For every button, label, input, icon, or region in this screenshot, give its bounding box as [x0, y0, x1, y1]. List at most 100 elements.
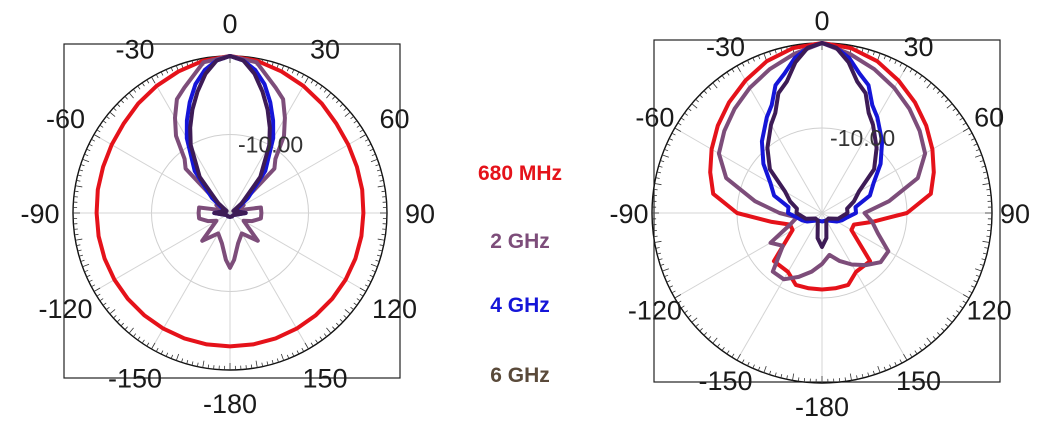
angle-tick — [731, 68, 735, 73]
angle-tick-label: 120 — [372, 294, 417, 324]
angle-tick — [377, 238, 385, 241]
angle-tick — [99, 124, 104, 128]
angle-tick — [280, 353, 285, 361]
angle-tick — [113, 315, 117, 319]
angle-tick — [379, 179, 384, 182]
series-line-6ghz — [765, 41, 879, 249]
angle-tick — [332, 96, 336, 100]
angle-tick — [91, 284, 96, 288]
angle-tick — [707, 336, 712, 340]
grid-spoke — [821, 212, 908, 361]
angle-tick — [76, 179, 81, 182]
angle-tick — [106, 306, 110, 310]
angle-tick — [699, 328, 703, 332]
angle-tick — [116, 318, 121, 323]
angle-tick — [160, 350, 164, 355]
angle-tick — [84, 269, 89, 273]
angle-tick — [75, 238, 83, 241]
angle-tick — [680, 117, 685, 121]
angle-tick-label: 0 — [222, 9, 237, 39]
angle-tick — [691, 317, 698, 323]
angle-tick — [968, 290, 973, 294]
angle-tick — [979, 263, 984, 266]
angle-tick — [932, 86, 937, 90]
angle-tick-label: 0 — [814, 6, 829, 36]
angle-tick — [867, 49, 870, 54]
angle-tick — [359, 134, 367, 139]
angle-tick — [160, 71, 164, 76]
angle-tick — [323, 333, 327, 337]
angle-tick — [102, 120, 107, 124]
angle-tick — [74, 233, 79, 236]
angle-tick — [979, 160, 984, 163]
angle-tick — [914, 71, 918, 76]
angle-tick — [945, 98, 949, 103]
angle-tick — [99, 298, 104, 302]
angle-tick — [747, 60, 750, 64]
angle-tick — [726, 350, 730, 355]
grid-spoke — [93, 134, 231, 214]
angle-tick — [971, 138, 975, 141]
angle-tick — [102, 302, 107, 306]
angle-tick — [319, 336, 323, 341]
angle-tick — [146, 79, 150, 84]
angle-tick-label: 120 — [967, 296, 1012, 326]
angle-tick — [141, 339, 145, 344]
legend: 680 MHz 2 GHz 4 GHz 6 GHz — [478, 162, 562, 387]
angle-tick — [877, 366, 881, 373]
angle-tick — [332, 326, 336, 330]
angle-tick — [77, 174, 82, 177]
angle-tick — [946, 317, 953, 323]
angle-tick — [660, 160, 665, 163]
ring-label: -10.00 — [238, 132, 303, 158]
angle-tick — [653, 188, 658, 191]
legend-label-6ghz: 6 GHz — [490, 364, 550, 387]
angle-tick — [186, 359, 189, 365]
angle-tick — [344, 111, 351, 117]
angle-tick — [763, 366, 767, 373]
angle-tick — [703, 332, 707, 336]
angle-tick — [356, 124, 361, 128]
angle-tick — [774, 49, 777, 54]
angle-tick — [84, 153, 89, 157]
angle-tick — [78, 254, 84, 257]
angle-tick — [175, 353, 180, 361]
angle-tick — [315, 339, 319, 344]
angle-tick — [752, 57, 755, 62]
angle-tick — [872, 370, 875, 375]
angle-tick — [116, 103, 121, 108]
polar-plot-right: -10.00 0 30 60 90 120 150 -180 -150 -120 -90 -60 -30 — [609, 6, 1030, 421]
angle-tick — [137, 85, 141, 90]
angle-tick — [335, 322, 340, 327]
angle-tick — [959, 117, 964, 121]
angle-tick — [741, 62, 745, 67]
angle-tick — [77, 249, 82, 252]
angle-tick — [889, 364, 892, 369]
angle-tick — [375, 259, 380, 262]
angle-tick — [946, 103, 953, 109]
angle-tick — [981, 165, 986, 168]
angle-tick-label: -150 — [698, 366, 752, 396]
angle-tick — [894, 60, 897, 64]
angle-tick — [378, 249, 383, 252]
angle-tick — [266, 361, 269, 366]
angle-tick — [703, 90, 707, 94]
angle-tick — [359, 293, 364, 297]
angle-tick — [326, 327, 332, 334]
angle-tick — [377, 185, 385, 188]
angle-tick — [151, 76, 156, 84]
angle-tick — [356, 298, 361, 302]
angle-tick — [975, 274, 980, 278]
angle-tick-label: 150 — [302, 364, 347, 394]
series-line-2ghz — [173, 54, 287, 270]
plot-frame — [63, 43, 401, 379]
angle-tick — [962, 300, 967, 304]
angle-tick — [952, 108, 957, 112]
angle-tick — [962, 127, 970, 132]
angle-tick — [684, 310, 688, 314]
angle-tick — [137, 336, 141, 341]
angle-tick — [926, 337, 932, 344]
angle-tick — [82, 158, 90, 163]
angle-tick — [861, 47, 864, 53]
angle-tick — [903, 65, 908, 73]
